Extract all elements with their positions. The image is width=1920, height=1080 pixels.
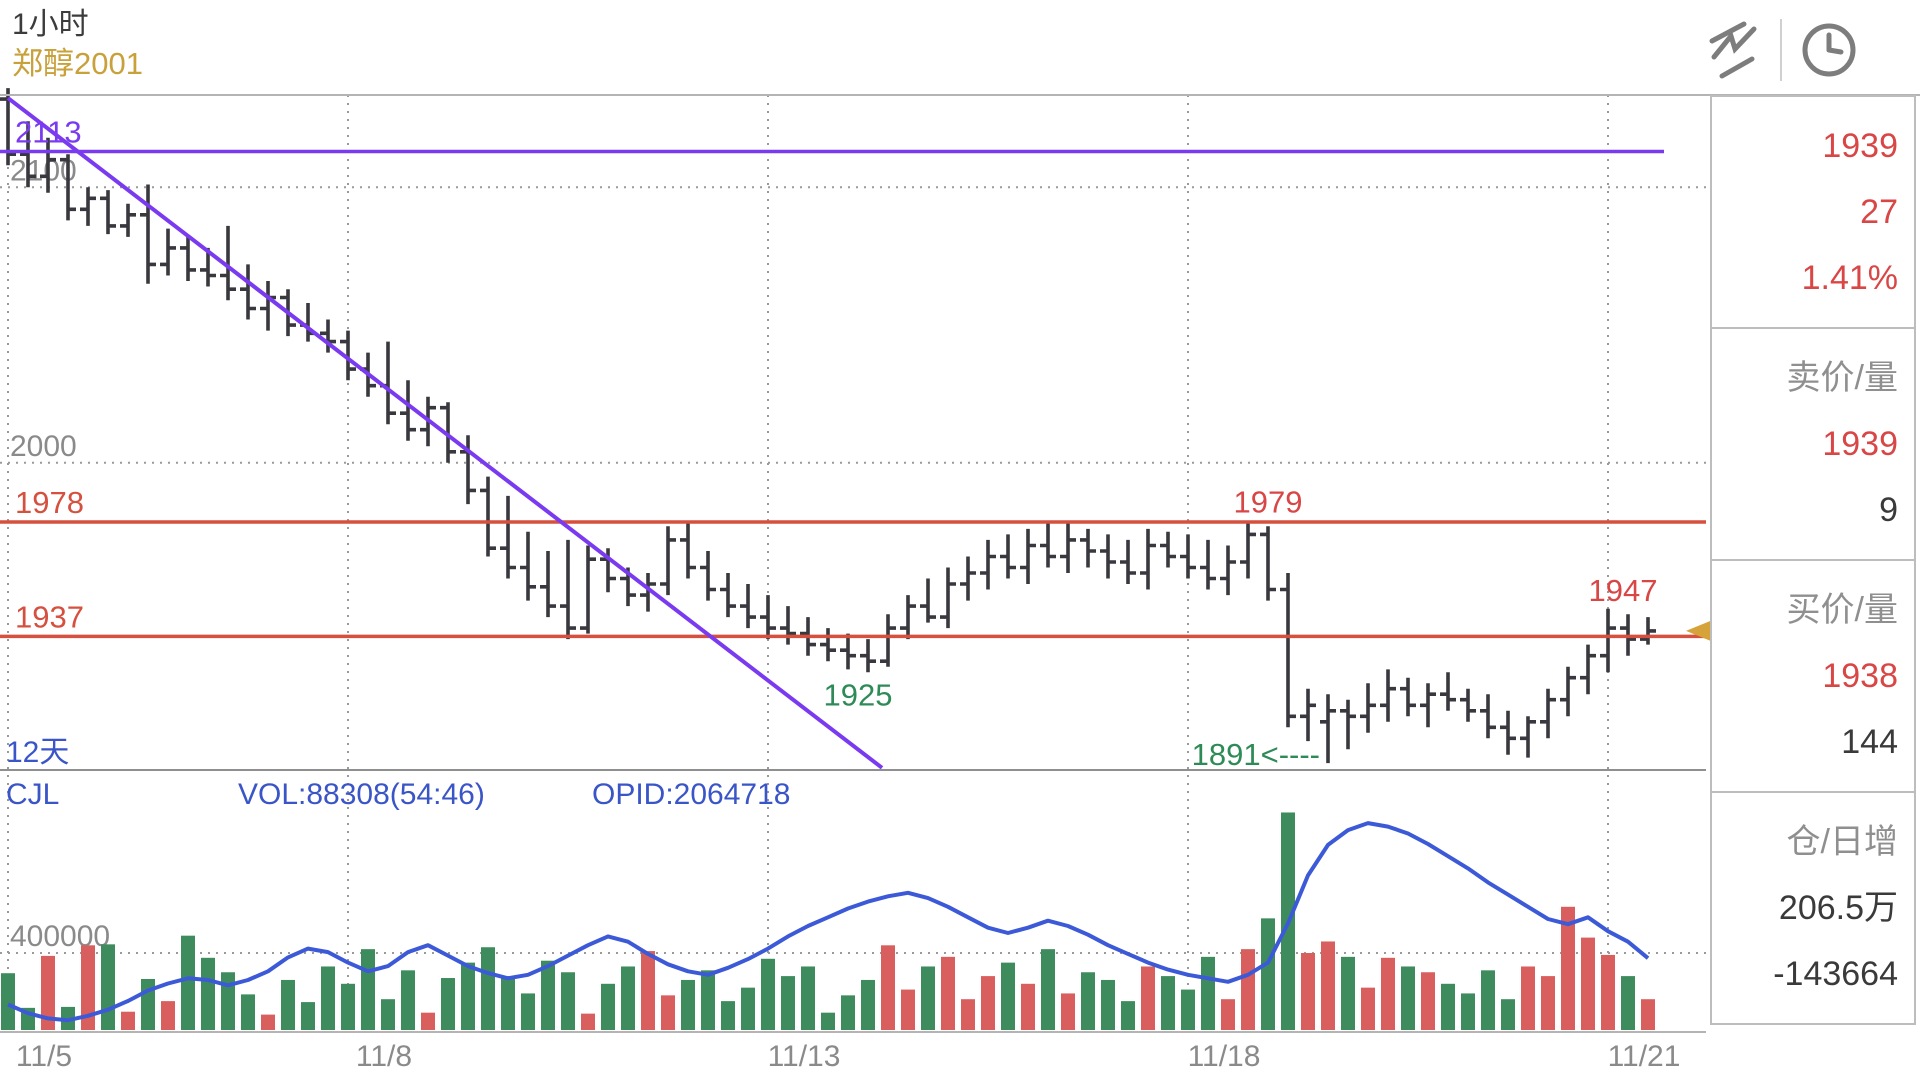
open-interest-change: -143664: [1773, 955, 1898, 993]
svg-text:OPID:2064718: OPID:2064718: [592, 778, 790, 811]
bid-price: 1938: [1822, 657, 1898, 695]
chart-toolbar: [1700, 14, 1915, 86]
quote-panel: 1939 27 1.41% 卖价/量 1939 9 买价/量 1938 144 …: [1710, 95, 1916, 1025]
last-price-marker: [1686, 619, 1713, 642]
bid-volume: 144: [1841, 723, 1898, 761]
svg-text:1925: 1925: [824, 677, 893, 712]
bid-label: 买价/量: [1786, 591, 1898, 629]
svg-text:11/5: 11/5: [16, 1040, 72, 1073]
svg-text:1891<----: 1891<----: [1192, 737, 1320, 772]
pane-borders: [0, 94, 1920, 1033]
open-interest-label: 仓/日增: [1786, 823, 1898, 861]
price-lines[interactable]: 2113 1978 1937: [0, 114, 1706, 639]
svg-text:1947: 1947: [1589, 573, 1658, 608]
svg-text:11/18: 11/18: [1188, 1040, 1261, 1073]
open-interest-section: 仓/日增 206.5万 -143664: [1712, 793, 1914, 1023]
chart-annotations: 1979 1947 1925 1891<----: [824, 485, 1658, 772]
svg-text:12天: 12天: [6, 736, 69, 769]
ohlc-series: [0, 88, 1656, 764]
open-interest-value: 206.5万: [1778, 889, 1898, 927]
ask-price: 1939: [1822, 425, 1898, 463]
contract-name[interactable]: 郑醇2001: [12, 46, 143, 81]
svg-text:1937: 1937: [15, 599, 84, 634]
svg-text:2113: 2113: [15, 114, 82, 149]
trend-line[interactable]: [6, 96, 884, 770]
timeframe-label[interactable]: 1小时: [12, 8, 89, 41]
svg-text:2000: 2000: [10, 430, 77, 463]
svg-text:11/8: 11/8: [356, 1040, 412, 1073]
price-change-percent: 1.41%: [1801, 259, 1898, 297]
ask-section: 卖价/量 1939 9: [1712, 329, 1914, 561]
indicator-header: 12天 CJL VOL:88308(54:46) OPID:2064718: [6, 736, 790, 811]
ask-label: 卖价/量: [1786, 359, 1898, 397]
svg-text:11/21: 11/21: [1608, 1040, 1681, 1073]
svg-text:11/13: 11/13: [768, 1040, 841, 1073]
volume-bars: [1, 812, 1655, 1030]
svg-text:1978: 1978: [15, 485, 84, 520]
trendlines-icon[interactable]: [1700, 19, 1762, 81]
cjl-line: [7, 821, 1650, 1023]
last-trade-section: 1939 27 1.41%: [1712, 97, 1914, 329]
ask-volume: 9: [1879, 491, 1898, 529]
bid-section: 买价/量 1938 144: [1712, 561, 1914, 793]
x-axis-labels: 11/5 11/8 11/13 11/18 11/21: [16, 1040, 1681, 1073]
svg-text:1979: 1979: [1234, 485, 1303, 520]
last-price: 1939: [1822, 127, 1898, 165]
svg-text:VOL:88308(54:46): VOL:88308(54:46): [238, 778, 485, 811]
price-change: 27: [1860, 193, 1898, 231]
clock-icon[interactable]: [1798, 19, 1860, 81]
svg-text:CJL: CJL: [6, 778, 59, 811]
toolbar-divider: [1780, 19, 1782, 81]
svg-text:400000: 400000: [10, 920, 110, 953]
